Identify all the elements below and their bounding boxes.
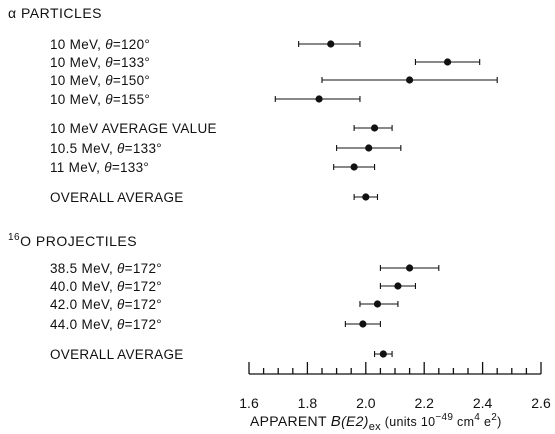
data-row: 11 MeV, θ=133° [50,160,376,175]
row-label: 10.5 MeV, θ=133° [50,141,162,156]
row-label: 10 MeV, θ=120° [50,37,150,52]
data-row: 44.0 MeV, θ=172° [50,317,381,332]
data-point [370,124,379,132]
row-label: 42.0 MeV, θ=172° [50,297,162,312]
row-label: 44.0 MeV, θ=172° [50,317,162,332]
data-point [406,76,414,84]
data-point [315,95,323,103]
row-label: 40.0 MeV, θ=172° [50,279,162,294]
data-rows: 10 MeV, θ=120° 10 MeV, θ=133° 10 MeV, θ=15… [50,37,498,362]
group-header-alpha: α PARTICLES [8,5,102,21]
group-headers: α PARTICLES 16O PROJECTILES [8,5,137,249]
data-row: 10.5 MeV, θ=133° [50,141,402,156]
data-point [359,320,367,328]
data-row: OVERALL AVERAGE [50,347,393,362]
x-axis: 1.6 1.8 2.0 2.2 2.4 2.6 [239,362,551,411]
data-row: 38.5 MeV, θ=172° [50,261,440,276]
data-point [394,282,402,290]
data-row: 40.0 MeV, θ=172° [50,279,416,294]
row-label: OVERALL AVERAGE [50,190,184,205]
data-row: 10 MeV, θ=155° [50,92,361,107]
x-tick-label: 1.6 [239,395,259,411]
x-tick-label: 1.8 [298,395,318,411]
data-point [373,300,382,308]
row-label: OVERALL AVERAGE [50,347,184,362]
x-tick-label: 2.2 [414,395,434,411]
row-label: 10 MeV, θ=133° [50,55,150,70]
row-label: 10 MeV, θ=150° [50,73,150,88]
data-row: 10 MeV, θ=150° [50,73,498,88]
row-label: 11 MeV, θ=133° [50,160,149,175]
x-axis-label: APPARENT B(E2)ex (units 10−49 cm4 e2) [250,412,502,433]
data-point [362,193,370,201]
x-tick-label: 2.4 [473,395,493,411]
x-tick-label: 2.6 [531,395,551,411]
data-row: 10 MeV AVERAGE VALUE [50,121,393,136]
data-row: 42.0 MeV, θ=172° [50,297,399,312]
data-point [379,350,387,358]
group-header-oxygen: 16O PROJECTILES [8,232,137,249]
data-row: 10 MeV, θ=133° [50,55,481,70]
data-row: 10 MeV, θ=120° [50,37,361,52]
row-label: 10 MeV, θ=155° [50,92,150,107]
row-label: 10 MeV AVERAGE VALUE [50,121,217,136]
data-row: OVERALL AVERAGE [50,190,379,205]
data-point [350,163,358,171]
x-tick-label: 2.0 [356,395,376,411]
data-point [365,144,373,152]
data-point [327,40,335,48]
row-label: 38.5 MeV, θ=172° [50,261,162,276]
data-point [443,58,452,66]
data-point [406,264,414,272]
